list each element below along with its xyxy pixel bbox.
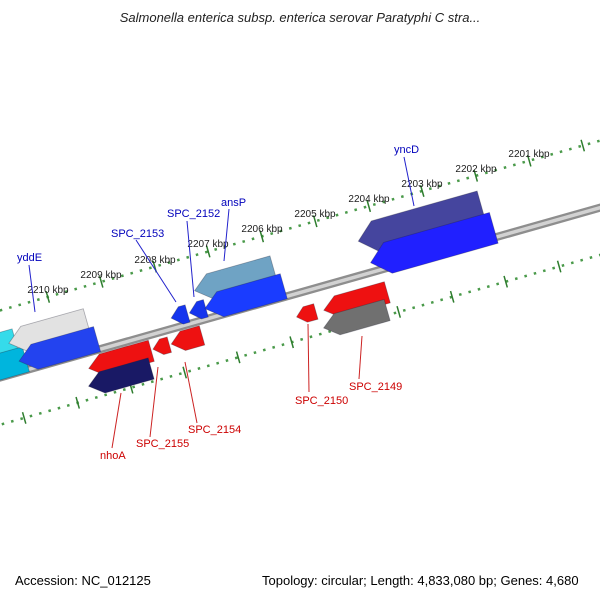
ruler-tick xyxy=(182,366,188,379)
leader-yddE xyxy=(28,264,36,313)
leader-SPC_2150 xyxy=(307,323,310,393)
ruler-tick xyxy=(556,260,562,273)
accession-text: Accession: NC_012125 xyxy=(15,573,151,588)
ruler-tick xyxy=(419,184,425,197)
gene-arrow-yncD-top[interactable] xyxy=(354,190,487,257)
genome-backbone-bottom-edge xyxy=(0,202,600,393)
ruler-label-2209: 2209 kbp xyxy=(80,270,122,281)
ruler-label-2208: 2208 kbp xyxy=(134,255,176,266)
ruler-tick xyxy=(580,139,586,152)
ruler-tick xyxy=(75,396,81,409)
gene-label-yddE: yddE xyxy=(17,252,42,264)
ruler-tick xyxy=(449,290,455,303)
gene-arrow-yddE-front[interactable] xyxy=(16,326,102,374)
gene-label-ansP: ansP xyxy=(221,197,246,209)
map-title: Salmonella enterica subsp. enterica sero… xyxy=(120,10,481,25)
ruler-tick xyxy=(396,305,402,318)
gene-label-SPC_2154: SPC_2154 xyxy=(188,424,241,436)
topology-text: Topology: circular; Length: 4,833,080 bp… xyxy=(262,573,579,588)
leader-ansP xyxy=(223,208,230,262)
gene-arrow-ansP-front[interactable] xyxy=(201,273,288,321)
gene-arrow-SPC_2149-front[interactable] xyxy=(321,298,391,338)
leader-yncD xyxy=(403,156,415,207)
ruler-tick xyxy=(98,275,104,288)
ruler-tick xyxy=(526,154,532,167)
ruler-tick xyxy=(473,169,479,182)
ruler-label-2206: 2206 kbp xyxy=(241,224,283,235)
leader-SPC_2152 xyxy=(186,220,195,298)
gene-label-SPC_2150: SPC_2150 xyxy=(295,395,348,407)
gene-arrow-SPC_2153[interactable] xyxy=(169,304,191,327)
ruler-tick xyxy=(45,290,51,303)
ruler-tick xyxy=(21,411,27,424)
ruler-tick xyxy=(205,245,211,258)
ruler-tick xyxy=(259,230,265,243)
leader-SPC_2149 xyxy=(358,335,363,380)
genome-track xyxy=(0,137,600,434)
ruler-tick xyxy=(312,215,318,228)
ruler-label-2207: 2207 kbp xyxy=(187,239,229,250)
gene-label-SPC_2153: SPC_2153 xyxy=(111,228,164,240)
leader-SPC_2155 xyxy=(149,366,159,438)
gene-label-SPC_2152: SPC_2152 xyxy=(167,208,220,220)
ruler-tick xyxy=(235,351,241,364)
leader-SPC_2154 xyxy=(184,361,198,424)
ruler-tick xyxy=(289,336,295,349)
gene-label-yncD: yncD xyxy=(394,144,419,156)
gene-label-SPC_2149: SPC_2149 xyxy=(349,381,402,393)
gene-arrow-SPC_2154[interactable] xyxy=(169,325,206,354)
gene-arrow-nhoA-front[interactable] xyxy=(86,357,155,397)
gene-label-nhoA: nhoA xyxy=(100,450,126,462)
ruler-label-2205: 2205 kbp xyxy=(294,209,336,220)
ruler-tick xyxy=(366,200,372,213)
ruler-label-2202: 2202 kbp xyxy=(455,164,497,175)
gene-label-SPC_2155: SPC_2155 xyxy=(136,438,189,450)
ruler-upper-ticks xyxy=(45,139,586,303)
ruler-label-2203: 2203 kbp xyxy=(401,179,443,190)
gene-arrow-ansP-top[interactable] xyxy=(191,255,278,303)
gene-arrow-SPC_2155[interactable] xyxy=(151,336,172,357)
ruler-tick xyxy=(503,275,509,288)
leader-nhoA xyxy=(111,392,122,449)
leader-SPC_2153 xyxy=(135,239,177,303)
ruler-label-2210: 2210 kbp xyxy=(27,285,69,296)
gene-arrow-SPC_2150[interactable] xyxy=(294,303,319,325)
ruler-label-2204: 2204 kbp xyxy=(348,194,390,205)
gene-arrow-yncD-front[interactable] xyxy=(366,211,499,278)
ruler-label-2201: 2201 kbp xyxy=(508,149,550,160)
gene-arrow-yddE-top[interactable] xyxy=(5,308,91,356)
